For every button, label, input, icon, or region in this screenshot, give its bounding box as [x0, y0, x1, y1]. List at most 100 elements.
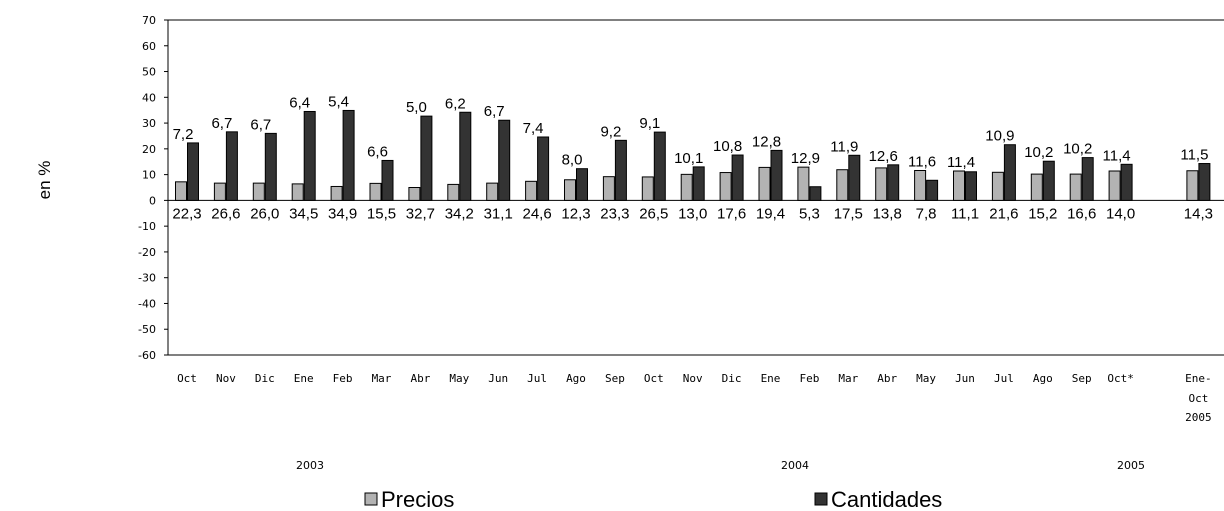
legend-label-precios: Precios [381, 487, 454, 511]
bar-cantidades [1042, 160, 1055, 201]
category-label: Abr [877, 372, 897, 385]
data-label-precios: 10,1 [674, 150, 703, 167]
legend: Precios Cantidades [364, 487, 942, 511]
data-label-cantidades: 7,8 [916, 205, 937, 222]
category-label-line: 2005 [1185, 411, 1212, 424]
data-label-precios: 9,1 [639, 115, 660, 132]
category-label: Ene [294, 372, 314, 385]
bar-precios [213, 182, 226, 201]
y-tick-label: 0 [149, 194, 156, 207]
bar-precios [719, 172, 732, 201]
bar-cantidades [420, 115, 433, 201]
bar-cantidades [692, 166, 705, 201]
bar-precios [875, 167, 888, 201]
data-label-precios: 6,4 [289, 94, 310, 111]
data-label-cantidades: 23,3 [600, 205, 629, 222]
data-label-precios: 11,6 [908, 153, 936, 170]
legend-swatch-cantidades [814, 492, 828, 506]
data-label-cantidades: 32,7 [406, 205, 435, 222]
y-tick-label: -40 [138, 297, 156, 310]
bar-cantidades [653, 131, 666, 201]
data-label-cantidades: 16,6 [1067, 205, 1096, 222]
bar-precios [252, 182, 265, 201]
data-label-precios: 11,9 [830, 138, 858, 155]
bar-precios [602, 176, 615, 201]
y-tick-label: 60 [142, 40, 156, 53]
bar-precios [797, 166, 810, 201]
category-label: Ene- [1185, 372, 1212, 385]
data-label-precios: 11,4 [1103, 147, 1131, 164]
category-label: Nov [683, 372, 703, 385]
bar-precios [991, 171, 1004, 201]
data-label-precios: 5,4 [328, 93, 349, 110]
category-label: Sep [1072, 372, 1092, 385]
data-label-cantidades: 11,1 [951, 205, 979, 222]
data-label-precios: 6,7 [250, 116, 271, 133]
legend-label-cantidades: Cantidades [831, 487, 942, 511]
category-label: Jun [488, 372, 508, 385]
data-label-cantidades: 34,2 [445, 205, 474, 222]
y-tick-label: -10 [138, 220, 156, 233]
bar-cantidades [381, 159, 394, 201]
category-label: Jul [527, 372, 547, 385]
bar-precios [369, 182, 382, 201]
data-label-precios: 12,6 [869, 148, 898, 165]
category-label: Oct [177, 372, 197, 385]
year-labels: 2003 2004 2005 [296, 459, 1145, 472]
bar-precios [291, 183, 304, 201]
y-axis-label: en % [35, 161, 54, 200]
y-tick-label: -20 [138, 246, 156, 259]
bar-cantidades [1198, 163, 1211, 201]
category-label: Ene [761, 372, 781, 385]
data-label-precios: 6,6 [367, 143, 388, 160]
bar-precios [1030, 173, 1043, 201]
data-label-cantidades: 21,6 [989, 205, 1018, 222]
bar-cantidades [926, 179, 939, 201]
category-label: Oct [644, 372, 664, 385]
bar-cantidades [537, 136, 550, 201]
data-label-precios: 12,9 [791, 150, 820, 167]
y-tick-label: 50 [142, 66, 156, 79]
data-label-cantidades: 24,6 [522, 205, 551, 222]
category-label: Dic [722, 372, 742, 385]
bar-cantidades [614, 139, 627, 201]
bar-cantidades [809, 186, 822, 201]
bar-precios [447, 183, 460, 201]
data-label-precios: 6,7 [211, 115, 232, 132]
category-label: Mar [838, 372, 858, 385]
bar-cantidades [770, 149, 783, 201]
y-tick-label: 20 [142, 143, 156, 156]
bar-precios [914, 169, 927, 201]
bar-cantidades [1003, 144, 1016, 201]
bar-cantidades [887, 164, 900, 201]
category-label-line: Oct [1188, 392, 1208, 405]
bar-cantidades [264, 132, 277, 201]
chart-bars [175, 109, 1211, 201]
year-label: 2004 [781, 459, 809, 472]
data-label-precios: 11,4 [947, 154, 975, 171]
data-label-precios: 6,7 [484, 103, 505, 120]
data-label-cantidades: 15,5 [367, 205, 396, 222]
data-label-precios: 5,0 [406, 99, 427, 116]
data-label-precios: 7,2 [173, 126, 194, 143]
y-tick-label: -60 [138, 349, 156, 362]
data-label-cantidades: 5,3 [799, 205, 820, 222]
bar-cantidades [225, 131, 238, 201]
data-label-precios: 6,2 [445, 95, 466, 112]
category-label: May [916, 372, 936, 385]
category-label: Oct* [1107, 372, 1134, 385]
bar-cantidades [187, 142, 199, 201]
data-label-cantidades: 15,2 [1028, 205, 1057, 222]
data-label-cantidades: 26,0 [250, 205, 279, 222]
bar-cantidades [576, 168, 588, 201]
y-tick-label: -30 [138, 272, 156, 285]
bar-cantidades [498, 119, 511, 201]
y-tick-label: 30 [142, 117, 156, 130]
data-label-precios: 10,9 [985, 128, 1014, 145]
bar-cantidades [303, 110, 316, 201]
category-label: Nov [216, 372, 236, 385]
bar-cantidades [965, 171, 977, 201]
category-label: May [449, 372, 469, 385]
category-label: Abr [410, 372, 430, 385]
bar-precios [758, 166, 771, 201]
